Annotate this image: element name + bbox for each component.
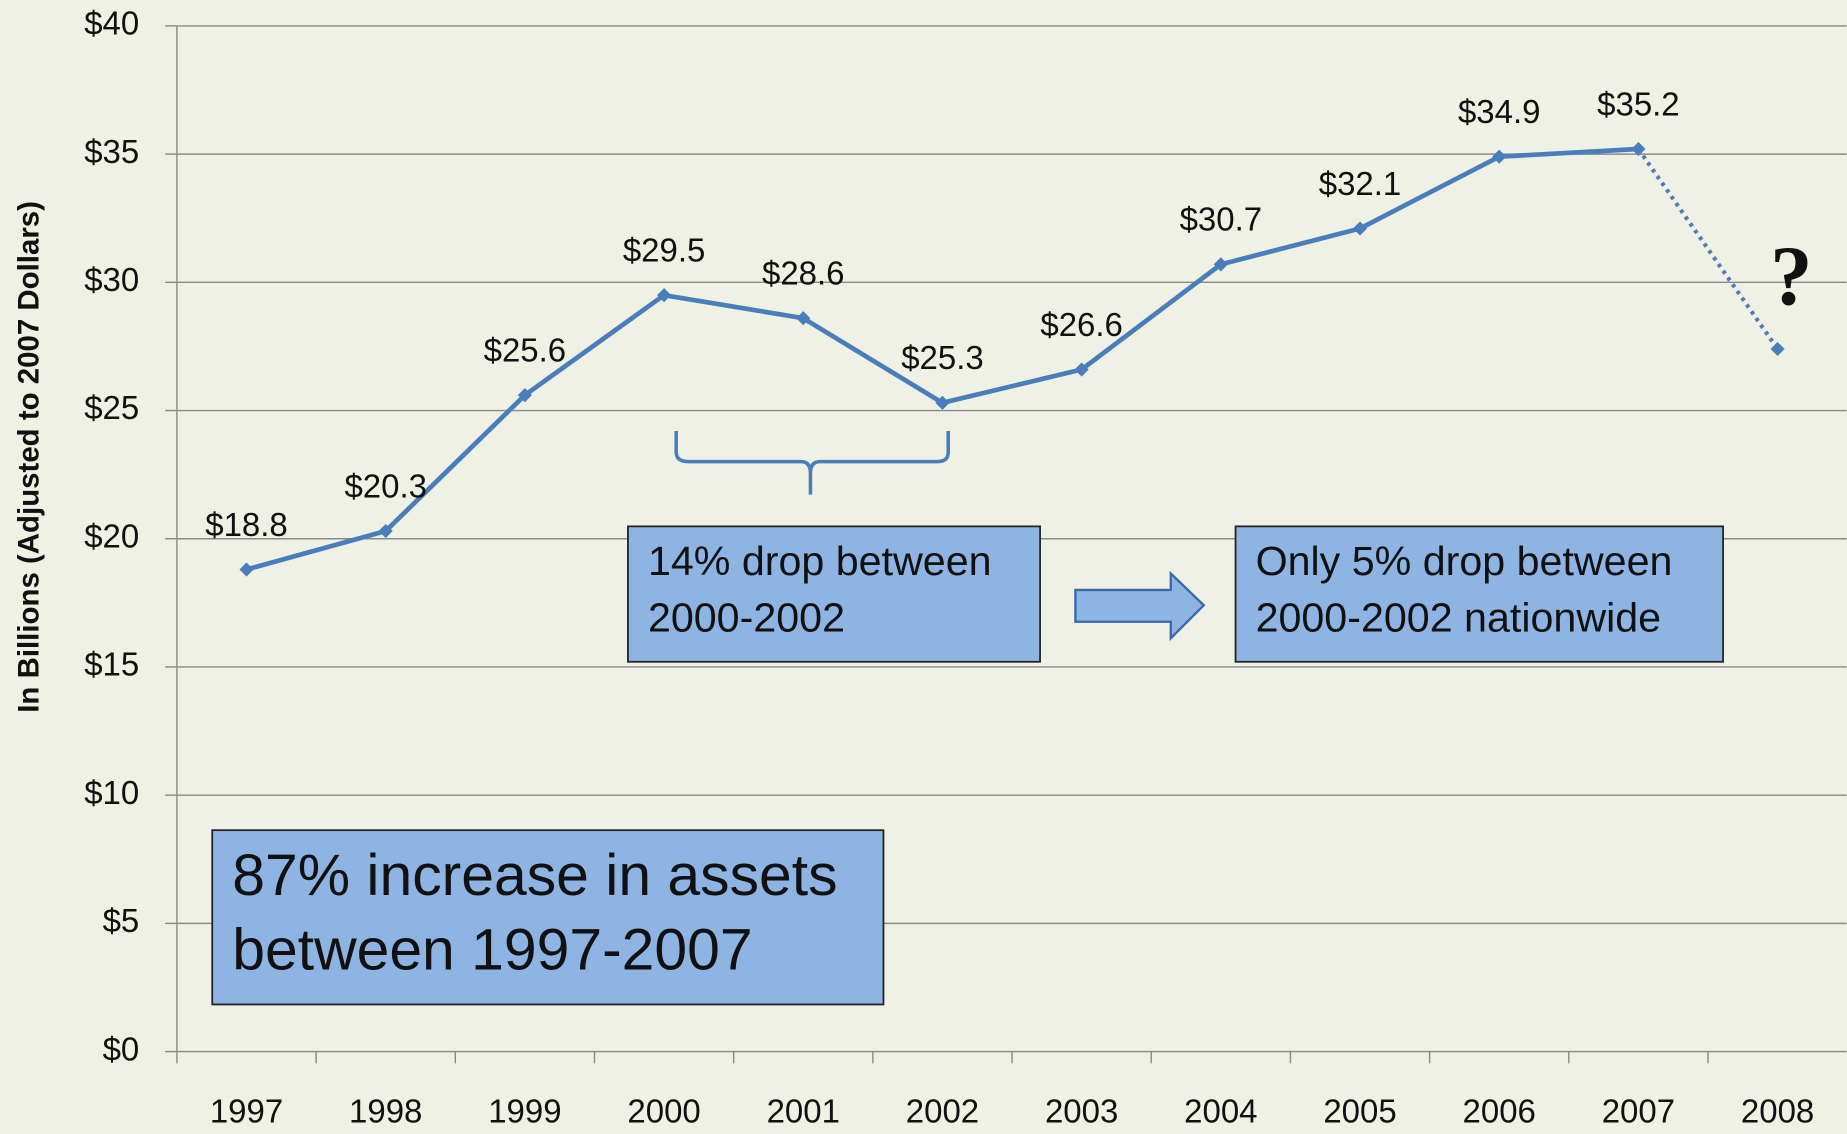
marker [239,562,254,577]
question-mark: ? [1770,229,1812,323]
x-tick-label: 1997 [210,1093,283,1130]
data-label: $25.6 [484,331,567,368]
data-label: $20.3 [344,467,427,504]
annotation-text: Only 5% drop between [1256,538,1673,584]
x-tick-label: 2008 [1741,1093,1814,1130]
y-axis-label: In Billions (Adjusted to 2007 Dollars) [13,201,46,713]
annotation-text: 87% increase in assets [232,843,837,908]
data-label: $26.6 [1040,306,1123,343]
marker [1213,257,1228,272]
annotation-box [211,829,885,1006]
brace [674,430,950,495]
y-tick-label: $15 [84,646,139,683]
marker [1770,341,1785,357]
annotation-box [627,525,1041,663]
y-tick-label: $10 [84,774,139,811]
y-tick-label: $35 [84,133,139,170]
y-tick-label: $20 [84,517,139,554]
data-label: $32.1 [1319,165,1402,202]
annotation-text: 2000-2002 [648,594,845,640]
data-label: $18.8 [205,506,288,543]
data-label: $30.7 [1180,201,1263,238]
data-label: $28.6 [762,255,845,292]
data-label: $29.5 [623,231,706,268]
data-label: $35.2 [1597,85,1680,122]
annotation-box [1234,525,1724,663]
y-tick-label: $25 [84,389,139,426]
annotation-text: between 1997-2007 [232,917,752,982]
x-tick-label: 2003 [1045,1093,1118,1130]
arrow [1074,570,1206,642]
marker [378,523,393,539]
x-tick-label: 2005 [1323,1093,1396,1130]
x-tick-label: 2007 [1602,1093,1675,1130]
x-tick-label: 2000 [627,1093,700,1130]
marker [796,311,811,326]
marker [657,288,672,303]
x-tick-label: 2004 [1184,1093,1257,1130]
y-tick-label: $5 [103,902,140,939]
x-tick-label: 1999 [488,1093,561,1130]
marker [1492,149,1507,164]
data-label: $25.3 [901,339,984,376]
annotation-text: 14% drop between [648,538,992,584]
marker [517,388,532,403]
marker [1631,141,1646,157]
y-tick-label: $0 [103,1030,140,1067]
y-tick-label: $30 [84,261,139,298]
marker [1074,362,1089,377]
y-tick-label: $40 [84,5,139,42]
data-label: $34.9 [1458,93,1541,130]
marker [1352,221,1368,236]
plot: $18.8 $20.3 $25.6 $29.5 $28.6 $25.3 $26.6 $30.7… [205,85,1785,577]
x-tick-label: 1998 [349,1093,422,1130]
marker [935,395,950,410]
x-tick-label: 2002 [906,1093,979,1130]
x-tick-label: 2001 [767,1093,840,1130]
x-tick-label: 2006 [1463,1093,1536,1130]
annotation-text: 2000-2002 nationwide [1256,594,1662,640]
